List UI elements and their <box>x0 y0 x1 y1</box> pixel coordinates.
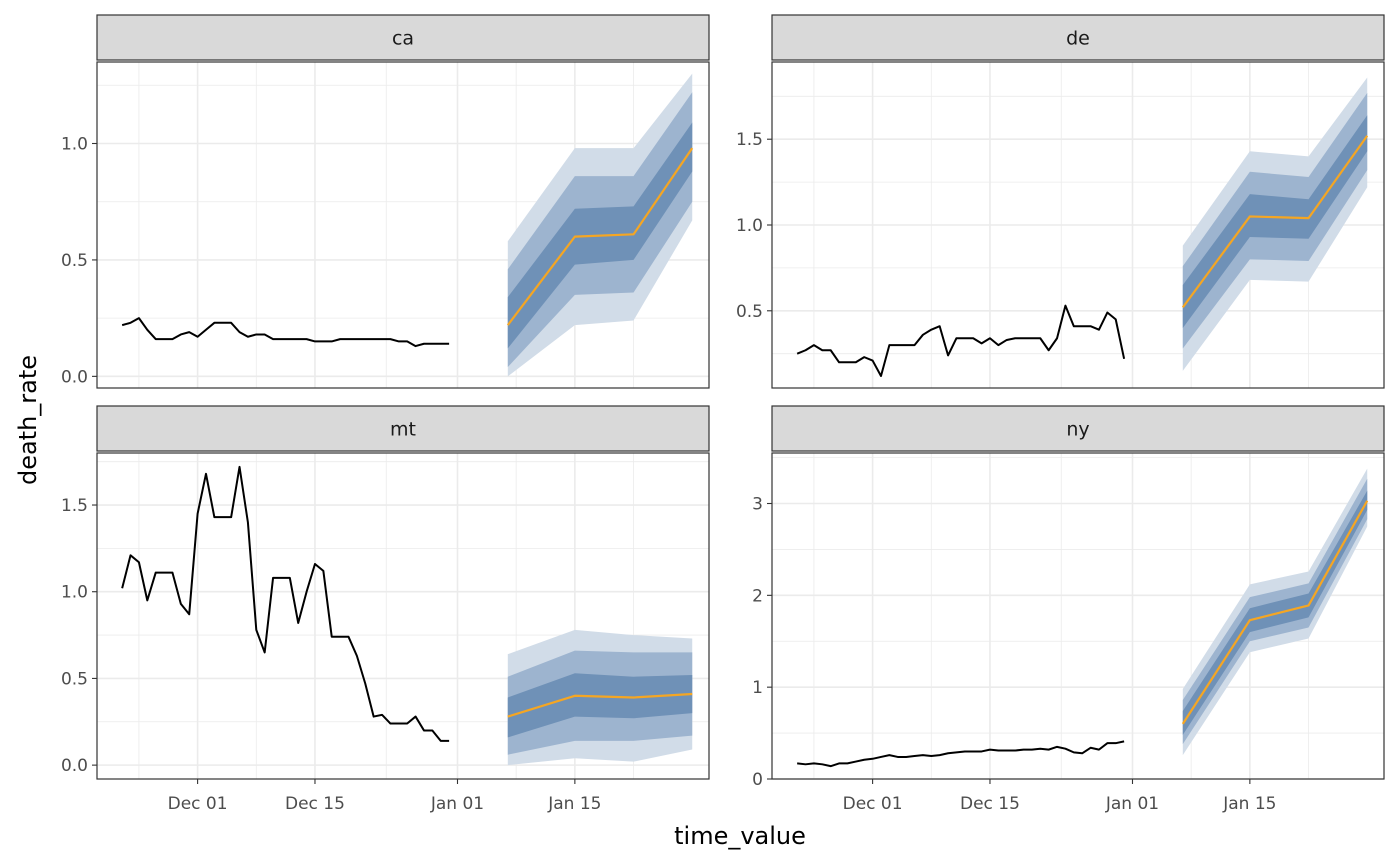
panels-layer: ca 0.0 0.5 1.0 de 0.5 1.0 1.5 mt 0.0 0.5 1.0 1.5 Dec … <box>61 14 1385 814</box>
x-tick-label: Dec 01 <box>168 794 228 814</box>
y-tick-label: 0 <box>752 770 763 790</box>
facet-strip-label: mt <box>390 419 416 441</box>
forecast-band-inner <box>1182 115 1368 328</box>
facet-strip <box>96 405 710 452</box>
x-tick-label: Jan 01 <box>1105 794 1159 814</box>
forecast-median-line <box>507 692 693 718</box>
facet-strip-label: ny <box>1066 419 1089 441</box>
y-tick-label: 1.5 <box>61 496 88 516</box>
y-tick-label: 0.5 <box>61 669 88 689</box>
x-axis-title: time_value <box>674 822 806 850</box>
x-tick-label: Dec 15 <box>285 794 345 814</box>
forecast-median-line <box>1181 500 1369 725</box>
y-tick-label: 1.5 <box>736 130 763 150</box>
facet-strip <box>771 14 1385 61</box>
panel-border <box>96 452 710 780</box>
y-tick-label: 2 <box>752 586 763 606</box>
panel-ca: ca 0.0 0.5 1.0 <box>61 14 710 389</box>
y-tick-label: 1.0 <box>61 135 88 155</box>
x-tick-label: Dec 01 <box>843 794 903 814</box>
observed-line <box>121 465 450 742</box>
y-tick-label: 1.0 <box>61 583 88 603</box>
observed-line <box>797 740 1125 768</box>
panel-ny: ny 0 1 2 3 Dec 01 Dec 15 Jan 01 Jan 15 <box>752 405 1385 814</box>
x-tick-label: Jan 15 <box>547 794 601 814</box>
x-tick-label: Jan 15 <box>1222 794 1276 814</box>
panel-border <box>771 452 1385 780</box>
forecast-median-line <box>506 147 694 326</box>
y-tick-label: 1 <box>752 678 763 698</box>
y-tick-label: 0.5 <box>736 302 763 322</box>
forecast-median-line <box>1181 135 1369 309</box>
observed-line <box>121 317 450 348</box>
facet-strip <box>771 405 1385 452</box>
facet-strip-label: de <box>1066 28 1090 50</box>
y-tick-label: 0.5 <box>61 251 88 271</box>
panel-mt: mt 0.0 0.5 1.0 1.5 Dec 01 Dec 15 Jan 01 Jan 15 <box>61 405 710 814</box>
x-tick-label: Jan 01 <box>430 794 484 814</box>
panel-border <box>96 61 710 389</box>
y-tick-label: 0.0 <box>61 756 88 776</box>
forecast-band-inner <box>507 673 693 738</box>
observed-line <box>796 304 1126 377</box>
x-tick-label: Dec 15 <box>960 794 1020 814</box>
facet-strip <box>96 14 710 61</box>
panel-de: de 0.5 1.0 1.5 <box>736 14 1385 389</box>
y-axis-title: death_rate <box>14 355 42 485</box>
y-tick-label: 3 <box>752 495 763 515</box>
facet-strip-label: ca <box>392 28 414 50</box>
y-tick-label: 1.0 <box>736 216 763 236</box>
y-tick-label: 0.0 <box>61 367 88 387</box>
